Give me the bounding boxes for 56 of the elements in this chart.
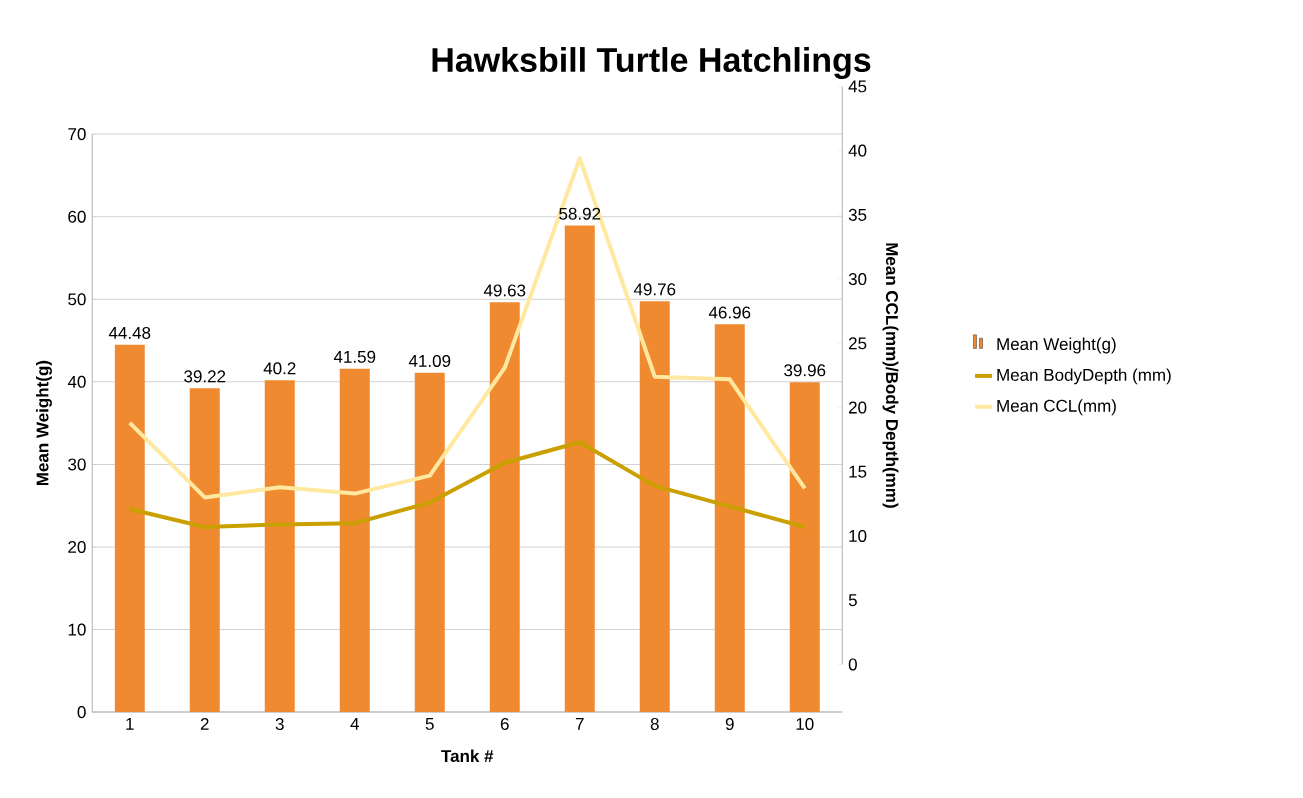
data-label: 41.09 [408,354,451,367]
y2-tick-label: 45 [848,80,867,93]
legend-label: Mean Weight(g) [997,337,1116,354]
data-label: 39.96 [784,364,826,377]
bar [264,380,295,713]
x-tick-label: 8 [650,717,659,731]
y-tick-label: 40 [67,375,86,388]
chart-title: Hawksbill Turtle Hatchlings [432,47,871,79]
data-label: 58.92 [559,207,601,220]
x-tick-label: 2 [200,717,209,730]
bar [489,302,520,713]
bar [714,324,745,713]
y-tick-label: 30 [68,458,86,471]
x-tick-label: 7 [575,717,584,730]
y-tick-label: 60 [68,210,86,223]
legend-label: Mean BodyDepth (mm) [997,368,1171,385]
y-tick-label: 50 [68,293,86,306]
bar [189,388,220,713]
x-axis-title: Tank # [441,749,494,763]
y2-tick-label: 30 [848,273,867,286]
y2-tick-label: 0 [848,658,857,671]
y-axis-title: Mean Weight(g) [36,360,52,486]
x-tick-label: 3 [275,717,284,731]
y2-tick-label: 20 [848,401,867,414]
x-tick-label: 9 [725,717,734,731]
data-label: 39.22 [184,370,226,383]
x-tick-label: 4 [350,717,359,730]
data-label: 40.2 [263,362,296,375]
bar [639,301,670,713]
bar [339,368,370,713]
y2-tick-label: 10 [849,529,867,542]
bar [114,344,145,713]
legend-label: Mean CCL(mm) [997,399,1116,416]
bar [564,225,595,713]
x-tick-label: 10 [796,717,814,731]
data-label: 44.48 [108,326,151,339]
x-tick-label: 1 [126,717,134,730]
x-tick-label: 5 [425,717,434,730]
y2-tick-label: 5 [848,594,857,607]
y2-tick-label: 35 [848,208,867,221]
y-tick-label: 70 [68,128,86,141]
y-tick-label: 0 [77,706,86,719]
y-tick-label: 10 [68,623,86,636]
y2-tick-label: 25 [848,337,867,350]
data-label: 49.63 [483,284,526,297]
line-series [127,440,807,529]
data-label: 49.76 [633,283,676,296]
y2-tick-label: 40 [848,144,867,157]
data-label: 46.96 [708,306,751,319]
y-tick-label: 20 [68,540,86,553]
x-tick-label: 6 [500,717,509,731]
y2-tick-label: 15 [849,465,867,478]
data-label: 41.59 [333,350,376,363]
bar [789,382,820,713]
y2-axis-title: Mean CCL(mm)/Body Depth(mm) [882,243,899,508]
bar [414,372,445,713]
